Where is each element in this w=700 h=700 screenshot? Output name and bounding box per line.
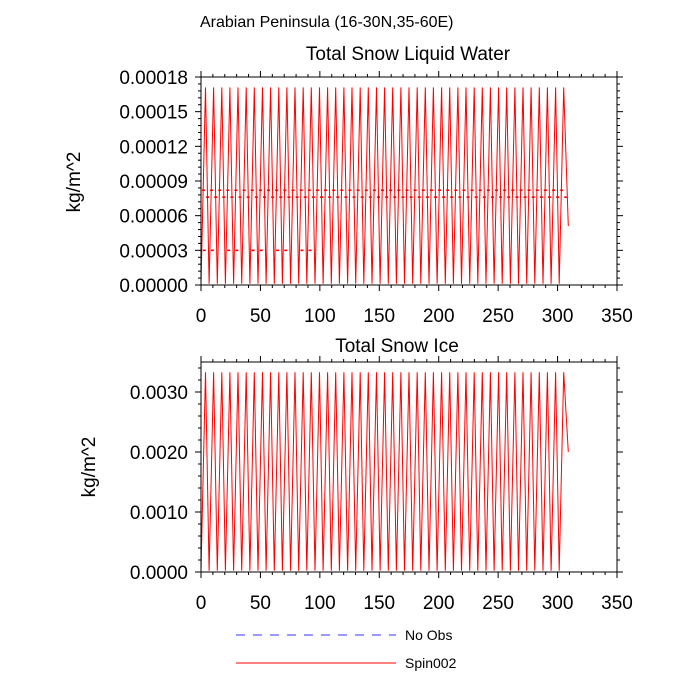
- x-tick-label: 250: [482, 593, 514, 614]
- legend-label-no-obs: No Obs: [405, 627, 452, 643]
- plot-frame: [200, 361, 618, 573]
- panel-snow-ice: Total Snow Ice kg/m^2 0 50 100 150 200 250 300…: [79, 336, 633, 614]
- y-axis-label: kg/m^2: [64, 152, 85, 213]
- plot-area: 0 50 100 150 200 250 300 350 0.0000 0.0010 0.0020 0…: [130, 356, 633, 614]
- series-line-spin002: [200, 372, 569, 571]
- panel-snow-liquid-water: Total Snow Liquid Water kg/m^2 0 50 100 150…: [64, 44, 633, 327]
- legend-entry-spin002: Spin002: [236, 655, 457, 671]
- x-tick-label: 150: [363, 306, 395, 327]
- chart-title: Total Snow Liquid Water: [306, 44, 511, 65]
- x-tick-label: 100: [304, 593, 336, 614]
- legend-entry-no-obs: No Obs: [236, 627, 452, 643]
- y-tick-label: 0.00012: [119, 137, 188, 158]
- y-tick-label: 0.00009: [119, 172, 188, 193]
- legend-label-spin002: Spin002: [405, 655, 457, 671]
- x-tick-label: 0: [196, 593, 207, 614]
- legend: No Obs Spin002: [236, 627, 457, 671]
- y-tick-label: 0.0030: [130, 383, 188, 404]
- x-tick-label: 300: [542, 306, 574, 327]
- y-axis-label: kg/m^2: [79, 437, 100, 498]
- series-line-spin002: [200, 87, 569, 284]
- x-tick-label: 200: [423, 593, 455, 614]
- x-tick-label: 350: [601, 306, 633, 327]
- x-tick-label: 250: [482, 306, 514, 327]
- figure-suptitle: Arabian Peninsula (16-30N,35-60E): [200, 14, 453, 31]
- y-tick-label: 0.0020: [130, 443, 188, 464]
- x-tick-label: 350: [601, 593, 633, 614]
- x-tick-label: 200: [423, 306, 455, 327]
- y-tick-label: 0.00018: [119, 68, 188, 89]
- x-tick-label: 300: [542, 593, 574, 614]
- y-tick-label: 0.00015: [119, 103, 188, 124]
- x-tick-label: 150: [363, 593, 395, 614]
- x-tick-label: 0: [196, 306, 207, 327]
- y-tick-label: 0.0000: [130, 563, 188, 584]
- y-tick-label: 0.00003: [119, 241, 188, 262]
- y-tick-label: 0.00006: [119, 207, 188, 228]
- plot-area: 0 50 100 150 200 250 300 350 0.00000 0.00003 0.000…: [119, 68, 633, 327]
- x-tick-label: 50: [250, 593, 271, 614]
- y-tick-label: 0.00000: [119, 276, 188, 297]
- y-tick-label: 0.0010: [130, 503, 188, 524]
- chart-title: Total Snow Ice: [335, 336, 459, 357]
- x-tick-label: 50: [250, 306, 271, 327]
- x-tick-label: 100: [304, 306, 336, 327]
